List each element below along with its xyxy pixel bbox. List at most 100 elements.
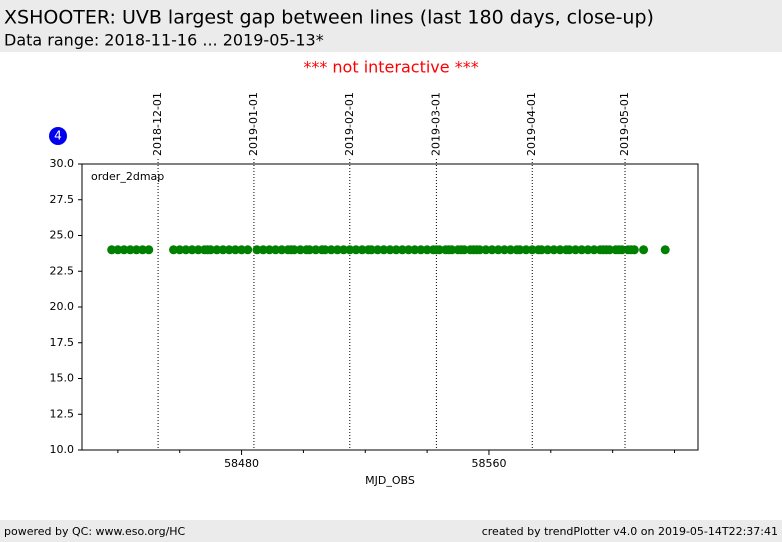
footer-left: powered by QC: www.eso.org/HC [4, 525, 186, 538]
point [404, 245, 414, 255]
point [175, 245, 185, 255]
point [499, 245, 509, 255]
footer-right: created by trendPlotter v4.0 on 2019-05-… [482, 525, 778, 538]
point [277, 245, 287, 255]
y-tick-label: 12.5 [50, 407, 75, 420]
point [218, 245, 228, 255]
point [339, 245, 349, 255]
point [422, 245, 432, 255]
point [589, 245, 599, 255]
point [373, 245, 383, 255]
point [416, 245, 426, 255]
point [487, 245, 497, 255]
point [289, 245, 299, 255]
date-tick-label: 2019-03-01 [429, 92, 442, 156]
point [639, 245, 649, 255]
point [125, 245, 135, 255]
point [206, 245, 216, 255]
point [271, 245, 281, 255]
date-tick-label: 2018-12-01 [151, 92, 164, 156]
point [311, 245, 321, 255]
point [391, 245, 401, 255]
y-tick-label: 15.0 [50, 372, 75, 385]
point [543, 245, 553, 255]
date-tick-label: 2019-02-01 [343, 92, 356, 156]
point [493, 245, 503, 255]
point [555, 245, 565, 255]
badge: 4 [54, 129, 62, 143]
x-tick-label: 58560 [471, 457, 506, 470]
point [224, 245, 234, 255]
point [230, 245, 240, 255]
point [326, 245, 336, 255]
point [237, 245, 247, 255]
date-tick-label: 2019-05-01 [618, 92, 631, 156]
point [605, 245, 615, 255]
point [617, 245, 627, 255]
point [379, 245, 389, 255]
point [410, 245, 420, 255]
point [193, 245, 203, 255]
point [187, 245, 197, 255]
point [252, 245, 262, 255]
y-tick-label: 20.0 [50, 300, 75, 313]
plot-frame [81, 163, 699, 451]
point [113, 245, 123, 255]
x-axis-label: MJD_OBS [365, 474, 415, 487]
point [169, 245, 179, 255]
y-tick-label: 17.5 [50, 336, 75, 349]
annotation: order_2dmap [91, 170, 164, 183]
point [320, 245, 330, 255]
point [181, 245, 191, 255]
y-tick-label: 22.5 [50, 264, 75, 277]
y-tick-label: 10.0 [50, 443, 75, 456]
point [131, 245, 141, 255]
notice: *** not interactive *** [303, 58, 478, 77]
point [577, 245, 587, 255]
header-band [0, 0, 782, 52]
y-tick-label: 25.0 [50, 229, 75, 242]
point [305, 245, 315, 255]
point [243, 245, 253, 255]
point [521, 245, 531, 255]
point [258, 245, 268, 255]
point [385, 245, 395, 255]
point [397, 245, 407, 255]
point [629, 245, 639, 255]
point [459, 245, 469, 255]
point [583, 245, 593, 255]
point [434, 245, 444, 255]
y-tick-label: 30.0 [50, 157, 75, 170]
date-tick-label: 2019-01-01 [247, 92, 260, 156]
badge-circle [49, 127, 67, 145]
point [515, 245, 525, 255]
point [332, 245, 342, 255]
page-title: XSHOOTER: UVB largest gap between lines … [4, 7, 654, 29]
point [107, 245, 117, 255]
point [481, 245, 491, 255]
page-subtitle: Data range: 2018-11-16 ... 2019-05-13* [4, 31, 324, 50]
point [549, 245, 559, 255]
x-tick-label: 58480 [224, 457, 259, 470]
point [660, 245, 670, 255]
point [264, 245, 274, 255]
point [212, 245, 222, 255]
point [138, 245, 148, 255]
point [475, 245, 485, 255]
point [345, 245, 355, 255]
point [119, 245, 129, 255]
point [537, 245, 547, 255]
point [144, 245, 154, 255]
y-tick-label: 27.5 [50, 193, 75, 206]
point [351, 245, 361, 255]
point [564, 245, 574, 255]
point [447, 245, 457, 255]
point [506, 245, 516, 255]
point [295, 245, 305, 255]
point [571, 245, 581, 255]
point [527, 245, 537, 255]
footer-band [0, 520, 782, 542]
point [366, 245, 376, 255]
date-tick-label: 2019-04-01 [525, 92, 538, 156]
